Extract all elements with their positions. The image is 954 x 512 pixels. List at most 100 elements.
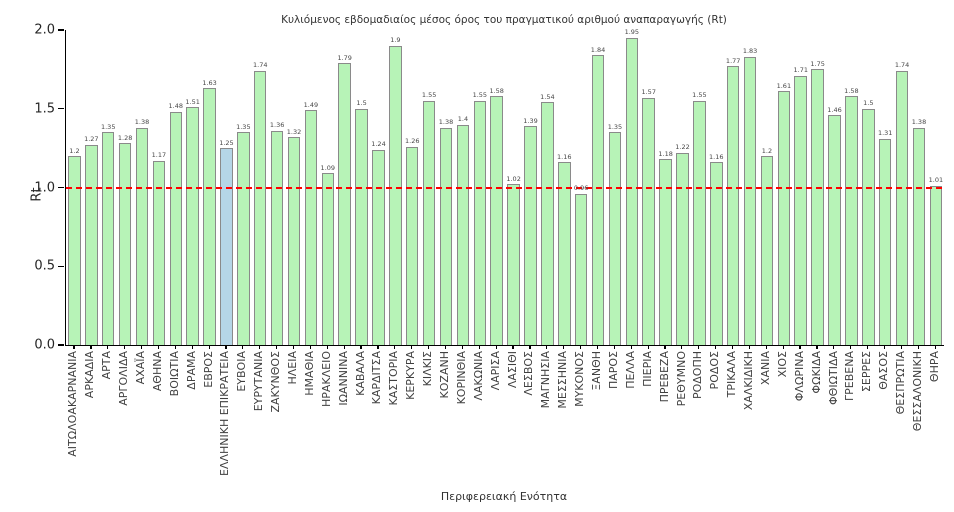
bar-value-label: 1.38 (134, 118, 150, 127)
x-category-label: ΡΕΘΥΜΝΟ (674, 351, 688, 407)
bar (828, 115, 841, 345)
bar-value-label: 1.77 (725, 56, 741, 65)
bar-slot: 1.74 (894, 30, 911, 345)
y-tick-mark (58, 265, 64, 267)
x-label-slot: ΛΑΣΙΘΙ (504, 351, 521, 496)
x-tick-mark (917, 346, 919, 349)
x-tick-mark (428, 346, 430, 349)
x-tick-mark (782, 346, 784, 349)
x-category-label: ΠΡΕΒΕΖΑ (657, 351, 671, 403)
x-category-label: ΓΡΕΒΕΝΑ (843, 351, 857, 401)
x-tick-mark (698, 346, 700, 349)
bar (591, 55, 605, 345)
x-label-slot: ΡΟΔΟΣ (707, 351, 724, 496)
bar-slot: 1.35 (235, 30, 252, 345)
bar-value-label: 1.5 (356, 99, 367, 108)
bar-value-label: 1.24 (371, 140, 386, 149)
x-label-slot: ΚΕΡΚΥΡΑ (403, 351, 420, 496)
x-category-label: ΗΡΑΚΛΕΙΟ (319, 351, 333, 408)
x-tick-mark (512, 346, 514, 349)
bar (389, 45, 402, 345)
bar-value-label: 1.58 (489, 86, 504, 95)
x-tick-mark (579, 346, 582, 349)
bar-slot: 1.22 (674, 30, 691, 345)
x-label-slot: ΤΡΙΚΑΛΑ (724, 351, 741, 496)
bar (743, 56, 757, 345)
bar-value-label: 1.16 (709, 152, 724, 161)
bar-slot: 1.55 (691, 30, 708, 345)
bar-value-label: 1.09 (320, 163, 336, 172)
bar-slot: 1.5 (353, 30, 370, 345)
bar (338, 63, 351, 345)
bar (85, 144, 98, 345)
bar-slot: 1.61 (775, 30, 792, 345)
bar-value-label: 1.83 (742, 47, 758, 56)
x-category-label: ΔΡΑΜΑ (184, 351, 198, 390)
x-category-label: ΧΑΛΚΙΔΙΚΗ (742, 351, 756, 411)
bar (710, 162, 723, 345)
x-tick-mark (225, 346, 227, 349)
x-tick-mark (850, 346, 852, 349)
bar (558, 162, 571, 345)
bar-slot: 1.48 (167, 30, 184, 345)
bar-value-label: 1.38 (438, 118, 454, 127)
bar-slot: 1.5 (860, 30, 877, 345)
bar-value-label: 1.38 (911, 118, 927, 127)
x-category-label: ΜΕΣΣΗΝΙΑ (556, 351, 570, 409)
x-label-slot: ΛΑΚΩΝΙΑ (470, 351, 487, 496)
bar-slot: 1.16 (556, 30, 573, 345)
x-tick-mark (292, 346, 295, 349)
bar-slot: 1.77 (725, 30, 742, 345)
x-tick-mark (934, 346, 936, 349)
bar-slot: 1.09 (319, 30, 336, 345)
x-label-slot: ΚΟΡΙΝΘΙΑ (453, 351, 470, 496)
x-category-label: ΑΙΤΩΛΟΑΚΑΡΝΑΝΙΑ (66, 351, 80, 457)
x-tick-mark (664, 346, 666, 349)
x-category-label: ΑΡΓΟΛΙΔΑ (117, 351, 131, 406)
x-category-label: ΚΙΛΚΙΣ (421, 351, 435, 387)
x-label-slot: ΚΙΛΚΙΣ (420, 351, 437, 496)
bar (912, 127, 926, 345)
bar-value-label: 1.55 (421, 91, 437, 100)
bar-value-label: 1.35 (100, 122, 116, 131)
bar (693, 100, 706, 345)
bar-slot: 1.49 (302, 30, 319, 345)
x-tick-mark (495, 346, 497, 349)
bar-value-label: 1.25 (219, 138, 234, 147)
bar-value-label: 1.74 (894, 61, 910, 70)
bar-slot: 1.84 (590, 30, 607, 345)
x-tick-mark (394, 346, 396, 349)
x-category-label: ΠΑΡΟΣ (606, 351, 620, 390)
x-tick-mark (529, 346, 531, 349)
bar-value-label: 1.35 (236, 122, 251, 131)
bar-value-label: 1.39 (523, 116, 538, 125)
bar-slot: 1.38 (438, 30, 455, 345)
bar (253, 70, 267, 345)
x-category-label: ΦΩΚΙΔΑ (809, 351, 823, 394)
x-label-slot: ΚΑΣΤΟΡΙΑ (386, 351, 403, 496)
bar (68, 156, 81, 345)
bar (490, 96, 503, 345)
bar-slot: 1.35 (100, 30, 117, 345)
bar-slot: 1.39 (522, 30, 539, 345)
x-tick-mark (715, 346, 717, 349)
bar-slot: 1.54 (539, 30, 556, 345)
bar-slot: 1.26 (404, 30, 421, 345)
x-tick-mark (191, 346, 193, 349)
x-category-label: ΕΛΛΗΝΙΚΗ ΕΠΙΚΡΑΤΕΙΑ (218, 351, 232, 477)
bar-slot: 1.36 (269, 30, 286, 345)
y-tick-label: 2.0 (34, 22, 55, 38)
x-category-label: ΡΟΔΟΣ (708, 351, 722, 390)
bar-slot: 1.38 (911, 30, 928, 345)
x-tick-mark (276, 346, 278, 349)
bar (118, 143, 132, 345)
x-label-slot: ΠΙΕΡΙΑ (639, 351, 656, 496)
x-tick-mark (360, 346, 362, 349)
x-label-slot: ΕΒΡΟΣ (200, 351, 217, 496)
x-label-slot: ΠΕΛΛΑ (622, 351, 639, 496)
bar-slot: 1.01 (927, 30, 944, 345)
x-category-label: ΚΟΖΑΝΗ (437, 351, 451, 399)
x-category-label: ΑΡΚΑΔΙΑ (83, 351, 97, 399)
bar (760, 156, 774, 345)
x-label-slot: ΘΕΣΣΑΛΟΝΙΚΗ (910, 351, 927, 496)
